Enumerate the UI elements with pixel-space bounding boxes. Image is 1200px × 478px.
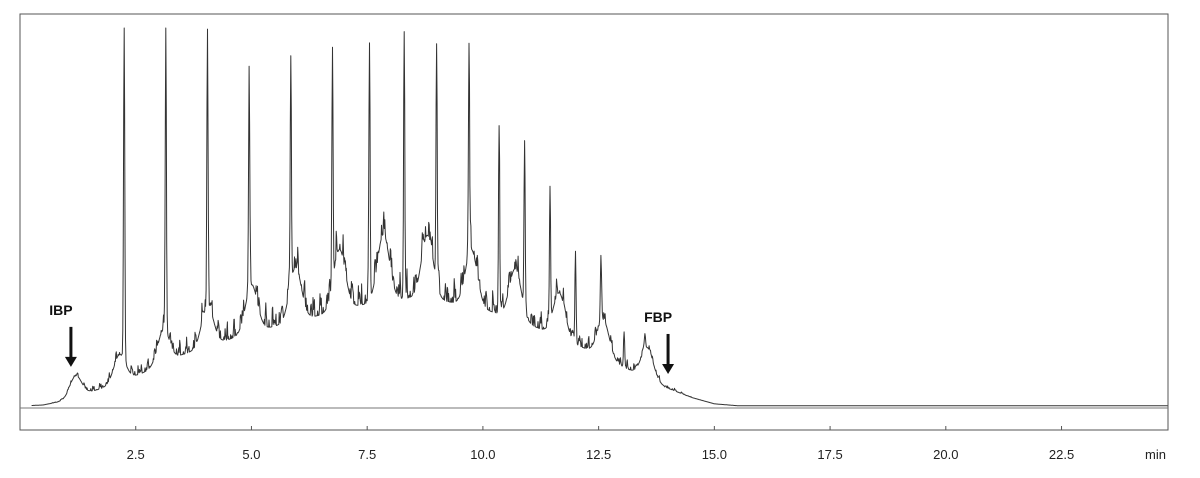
x-axis-unit-label: min bbox=[1145, 447, 1166, 462]
x-tick-label-1: 5.0 bbox=[242, 447, 260, 462]
x-tick-label-6: 17.5 bbox=[817, 447, 842, 462]
plot-frame bbox=[19, 13, 1169, 431]
x-tick-label-0: 2.5 bbox=[127, 447, 145, 462]
annotation-arrow-head-ibp bbox=[64, 356, 77, 367]
annotation-label-ibp: IBP bbox=[49, 302, 72, 318]
x-tick-label-3: 10.0 bbox=[470, 447, 495, 462]
x-tick-label-4: 12.5 bbox=[586, 447, 611, 462]
x-tick-label-8: 22.5 bbox=[1049, 447, 1074, 462]
x-tick-label-2: 7.5 bbox=[358, 447, 376, 462]
signal-trace bbox=[31, 27, 1168, 407]
annotation-arrow-head-fbp bbox=[662, 363, 675, 374]
x-tick-label-7: 20.0 bbox=[933, 447, 958, 462]
x-tick-label-5: 15.0 bbox=[702, 447, 727, 462]
annotation-label-fbp: FBP bbox=[644, 309, 672, 325]
